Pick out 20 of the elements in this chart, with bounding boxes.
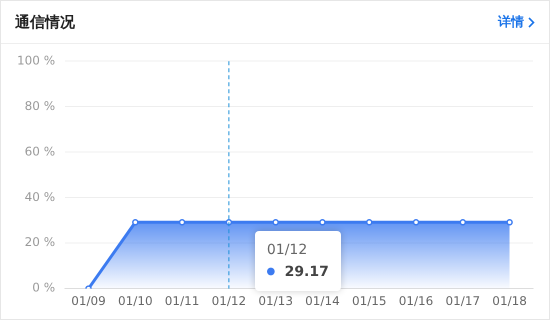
y-tick-label: 40 % <box>24 190 56 204</box>
y-tick-label: 60 % <box>24 144 56 158</box>
chart-title: 通信情况 <box>15 12 75 32</box>
x-tick-label: 01/11 <box>164 294 200 308</box>
y-tick-label: 20 % <box>24 235 56 250</box>
annotation: 29.17 <box>284 264 329 280</box>
x-tick-label: 01/16 <box>398 294 434 308</box>
y-tick-label: 0 % <box>32 280 56 295</box>
x-tick-label: 01/14 <box>305 294 340 308</box>
x-tick-label: 01/12 <box>212 294 246 308</box>
x-tick-label: 01/13 <box>258 294 293 308</box>
x-tick-label: 01/09 <box>71 294 106 308</box>
x-tick-label: 01/15 <box>352 294 387 308</box>
x-tick-label: 01/10 <box>118 294 153 308</box>
y-tick-label: 80 % <box>24 98 56 113</box>
x-tick-label: 01/17 <box>446 294 480 308</box>
text: 详情 <box>498 14 524 31</box>
y-tick-label: 100 % <box>16 53 56 68</box>
annotation: 01/12 <box>266 242 308 258</box>
x-tick-label: 01/18 <box>492 294 527 308</box>
